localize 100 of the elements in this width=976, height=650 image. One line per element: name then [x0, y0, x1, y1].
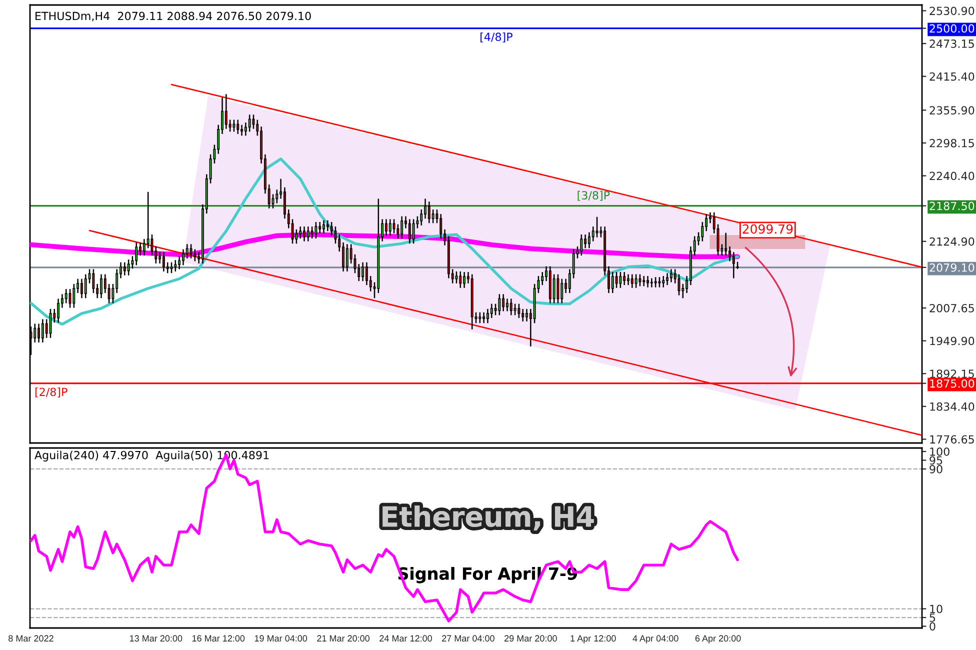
- candlestick: [650, 278, 653, 288]
- candlestick: [135, 242, 138, 266]
- x-tick-label: 6 Apr 20:00: [695, 635, 741, 644]
- candlestick: [728, 246, 731, 262]
- candlestick: [326, 220, 329, 232]
- candlestick: [244, 122, 247, 136]
- y-tick-label: 2079.10: [930, 263, 974, 272]
- candlestick: [84, 274, 87, 299]
- y-tick-label: 2124.90: [930, 237, 974, 246]
- y-tick-label: 1892.15: [930, 370, 974, 378]
- candlestick: [194, 248, 196, 262]
- candlestick: [642, 275, 646, 287]
- candlestick: [224, 94, 228, 130]
- y-tick-label: 1834.40: [930, 402, 974, 411]
- candlestick: [388, 218, 392, 236]
- candlestick: [459, 270, 462, 289]
- y-tick-label: 10: [930, 604, 942, 614]
- candlestick: [248, 114, 251, 132]
- candlestick: [392, 218, 396, 234]
- candlestick: [412, 218, 415, 244]
- candlestick: [186, 244, 188, 259]
- candlestick: [440, 213, 442, 240]
- candlestick: [634, 274, 638, 289]
- candlestick: [334, 226, 337, 244]
- candlestick: [556, 274, 560, 304]
- candlestick: [362, 262, 364, 282]
- candlestick: [232, 119, 236, 132]
- candlestick: [330, 221, 333, 236]
- candlestick: [596, 216, 598, 238]
- candlestick: [455, 270, 458, 284]
- x-tick-label: 21 Mar 20:00: [317, 635, 370, 642]
- candlestick: [276, 189, 278, 204]
- candlestick: [396, 224, 400, 240]
- candlestick: [346, 244, 348, 272]
- y-tick-label: 2355.90: [930, 106, 974, 115]
- line-series: [30, 158, 739, 326]
- candlestick: [158, 251, 162, 264]
- x-tick-label: 4 Apr 04:00: [632, 635, 678, 644]
- candlestick: [57, 298, 60, 324]
- candlestick: [526, 308, 528, 322]
- candlestick: [580, 234, 583, 256]
- candlestick: [310, 226, 314, 240]
- candlestick: [123, 262, 126, 276]
- candlestick: [322, 220, 325, 234]
- candlestick: [623, 271, 626, 286]
- candlestick: [630, 274, 634, 289]
- x-tick-label: 13 Mar 20:00: [130, 635, 182, 642]
- x-tick-label: 19 Mar 04:00: [254, 635, 308, 642]
- candlestick: [646, 275, 650, 288]
- candlestick: [592, 226, 594, 242]
- candlestick: [510, 298, 512, 316]
- ref-line-label: [3/8]P: [578, 190, 610, 201]
- candlestick: [92, 268, 95, 294]
- candlestick: [670, 268, 672, 283]
- y-tick-label: 2298.15: [930, 138, 974, 148]
- candlestick: [506, 298, 508, 312]
- y-tick-label: 1776.65: [930, 435, 974, 444]
- candlestick: [463, 271, 466, 289]
- candlestick: [41, 318, 44, 344]
- candlestick: [306, 226, 310, 242]
- candlestick: [541, 271, 544, 286]
- y-tick-label: 90: [930, 464, 942, 474]
- candlestick: [314, 221, 318, 240]
- chart-title: Aguila(240) 47.9970 Aguila(50) 100.4891: [34, 450, 269, 462]
- candlestick: [162, 251, 165, 272]
- candlestick: [420, 208, 423, 226]
- y-tick-label: 2187.50: [930, 202, 974, 210]
- candlestick: [502, 294, 505, 312]
- candlestick: [478, 312, 482, 324]
- annotation: 2099.79: [742, 224, 793, 234]
- y-tick-label: 100: [930, 447, 950, 456]
- candlestick: [588, 232, 590, 249]
- x-tick-label: 29 Mar 20:00: [504, 635, 557, 642]
- y-tick-label: 1875.00: [930, 379, 974, 388]
- candlestick: [408, 218, 411, 244]
- candlestick: [38, 323, 40, 344]
- candlestick: [146, 191, 150, 249]
- candlestick: [627, 274, 630, 286]
- candlestick: [522, 308, 524, 322]
- candlestick: [638, 274, 642, 287]
- candlestick: [178, 255, 181, 270]
- candlestick: [384, 218, 388, 236]
- text: ETHUSDm,H4 2079.11 2088.94 2076.50 2079.10: [36, 12, 311, 22]
- candlestick: [666, 272, 669, 286]
- y-tick-label: 1949.90: [930, 336, 974, 346]
- candlestick: [658, 276, 661, 288]
- candlestick: [127, 258, 130, 276]
- candlestick: [552, 274, 556, 304]
- candlestick: [72, 283, 76, 308]
- candlestick: [100, 274, 102, 299]
- candlestick: [611, 271, 614, 294]
- candlestick: [654, 276, 657, 288]
- y-tick-label: 2007.65: [930, 304, 974, 312]
- candlestick: [619, 271, 622, 289]
- candlestick: [724, 232, 728, 256]
- x-tick-label: 24 Mar 12:00: [380, 635, 432, 642]
- candlestick: [182, 248, 184, 266]
- x-tick-label: 16 Mar 12:00: [192, 635, 245, 642]
- candlestick: [299, 226, 302, 240]
- y-tick-label: 2473.15: [930, 40, 974, 48]
